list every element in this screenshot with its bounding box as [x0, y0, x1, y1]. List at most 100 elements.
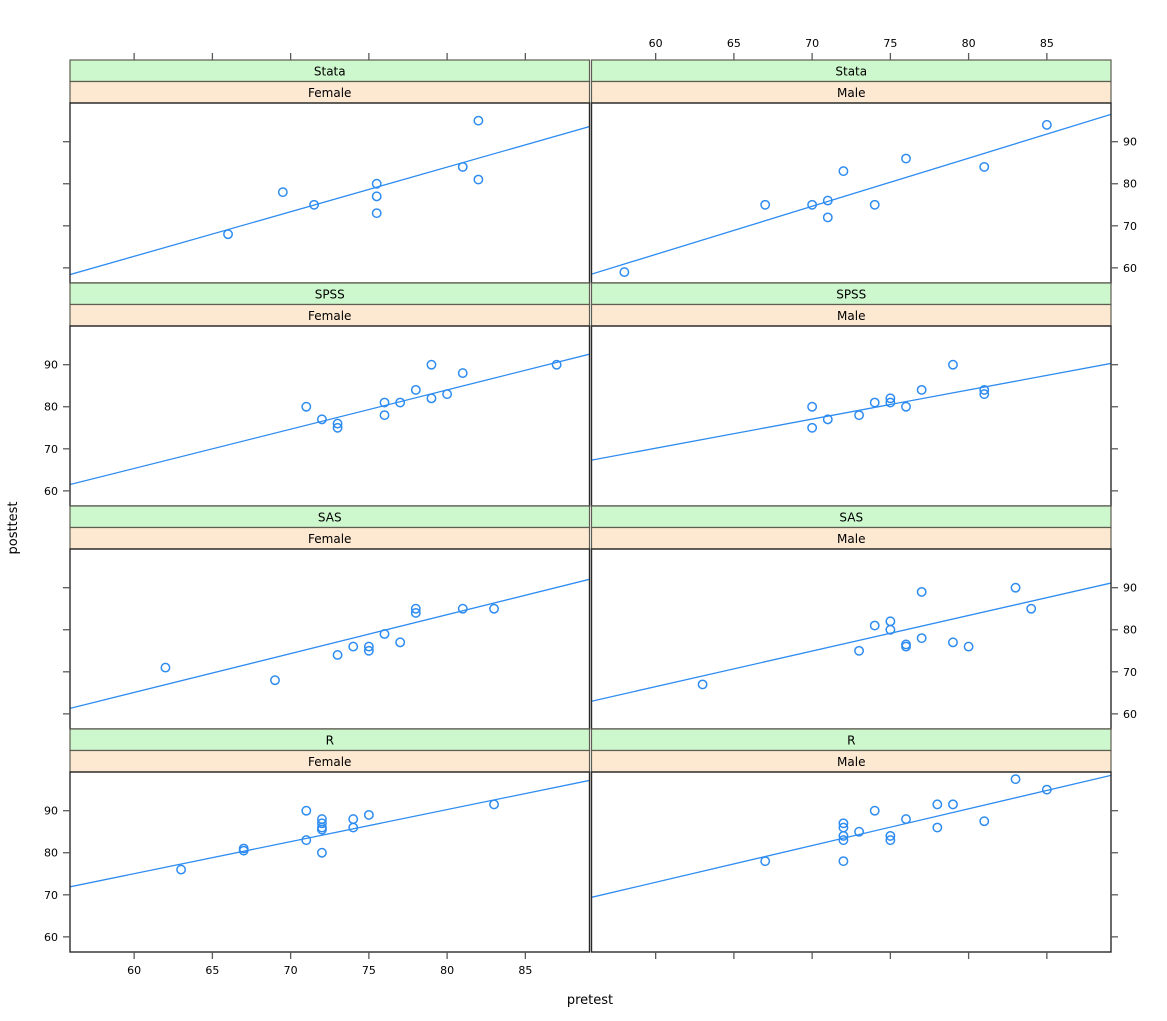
- data-point: [316, 847, 327, 858]
- data-point: [426, 393, 437, 404]
- data-point: [332, 650, 343, 660]
- data-point: [979, 161, 990, 172]
- strip-software-label: Stata: [835, 64, 867, 78]
- x-axis-title: pretest: [567, 993, 613, 1008]
- y-axis-tick-label: 90: [1123, 136, 1137, 149]
- regression-line: [591, 774, 1111, 898]
- x-axis-tick-label: 65: [205, 964, 219, 977]
- data-point: [932, 822, 943, 833]
- data-point: [979, 816, 990, 827]
- data-point: [854, 645, 865, 656]
- y-axis-tick-label: 80: [44, 847, 58, 860]
- data-point: [277, 187, 288, 198]
- data-point: [885, 835, 896, 846]
- data-point: [489, 799, 499, 810]
- y-axis-tick-label: 80: [1123, 624, 1137, 637]
- y-axis-tick-label: 70: [1123, 666, 1137, 679]
- data-point: [395, 397, 406, 408]
- data-point: [551, 359, 562, 370]
- data-point: [379, 397, 390, 408]
- data-point: [410, 607, 421, 618]
- data-point: [457, 603, 468, 614]
- data-point: [395, 637, 406, 648]
- data-point: [301, 805, 312, 816]
- data-point: [901, 401, 911, 412]
- panel-border: [590, 771, 1112, 953]
- data-point: [869, 620, 880, 631]
- data-point: [238, 845, 249, 856]
- panel-stata-female: Stata Female: [69, 59, 591, 284]
- data-point: [822, 195, 833, 206]
- data-point: [901, 641, 911, 652]
- regression-line: [591, 113, 1111, 275]
- data-point: [838, 830, 849, 841]
- strip-software-label: R: [847, 733, 855, 747]
- data-point: [316, 824, 327, 835]
- data-point: [1026, 603, 1037, 614]
- strip-gender-label: Male: [837, 532, 865, 546]
- panel-sas-male: SAS Male: [590, 505, 1112, 730]
- data-point: [948, 637, 958, 648]
- data-point: [948, 359, 958, 370]
- data-point: [426, 359, 437, 370]
- x-axis-tick-label: 75: [362, 964, 376, 977]
- data-point: [885, 624, 896, 635]
- data-point: [979, 389, 990, 400]
- data-point: [309, 199, 320, 210]
- regression-line: [70, 125, 590, 276]
- data-point: [854, 410, 865, 421]
- data-point: [473, 115, 484, 126]
- panels-layer: StataFemaleStataMaleSPSSFemaleSPSSMaleSA…: [69, 59, 1112, 953]
- panel-stata-male: Stata Male: [590, 59, 1112, 284]
- data-point: [869, 199, 880, 210]
- strip-gender-label: Female: [308, 309, 351, 323]
- data-point: [348, 822, 359, 833]
- regression-line: [591, 362, 1111, 461]
- data-point: [363, 645, 374, 656]
- y-axis-tick-label: 80: [1123, 178, 1137, 191]
- data-point: [410, 603, 421, 614]
- y-axis-tick-label: 90: [44, 359, 58, 372]
- data-point: [1010, 774, 1021, 785]
- x-axis-tick-label: 60: [127, 964, 141, 977]
- data-point: [457, 161, 468, 172]
- strip-software-label: R: [326, 733, 334, 747]
- data-point: [885, 830, 896, 841]
- data-point: [348, 641, 359, 652]
- x-axis-tick-label: 60: [649, 37, 663, 50]
- x-axis-tick-label: 85: [1040, 37, 1054, 50]
- data-point: [838, 818, 849, 829]
- strip-gender-label: Female: [308, 755, 351, 769]
- data-point: [160, 662, 171, 673]
- data-point: [410, 384, 421, 395]
- x-axis-tick-label: 80: [440, 964, 454, 977]
- data-point: [807, 422, 818, 433]
- strip-gender-label: Male: [837, 309, 865, 323]
- panel-sas-female: SAS Female: [69, 505, 591, 730]
- axes-layer: 60 60 65 65 70 70 75 75 80 80 85 85 60 60 60 60 70 70 70 70…: [44, 37, 1137, 977]
- strip-software-label: SAS: [318, 510, 342, 524]
- strip-software-label: Stata: [314, 64, 346, 78]
- data-point: [885, 393, 896, 404]
- y-axis-tick-label: 60: [44, 931, 58, 944]
- data-point: [916, 384, 927, 395]
- panel-border: [69, 771, 591, 953]
- data-point: [869, 397, 880, 408]
- regression-line: [70, 578, 590, 710]
- strip-gender-label: Female: [308, 86, 351, 100]
- y-axis-tick-label: 90: [44, 805, 58, 818]
- data-point: [916, 633, 927, 644]
- x-axis-tick-label: 70: [284, 964, 298, 977]
- data-point: [807, 401, 818, 412]
- data-point: [363, 641, 374, 652]
- data-point: [223, 229, 233, 240]
- data-point: [916, 586, 927, 597]
- data-point: [760, 856, 771, 867]
- data-point: [371, 178, 382, 189]
- data-point: [932, 799, 943, 810]
- strip-gender-label: Male: [837, 755, 865, 769]
- regression-line: [70, 353, 590, 486]
- data-point: [270, 675, 280, 686]
- data-point: [363, 809, 374, 820]
